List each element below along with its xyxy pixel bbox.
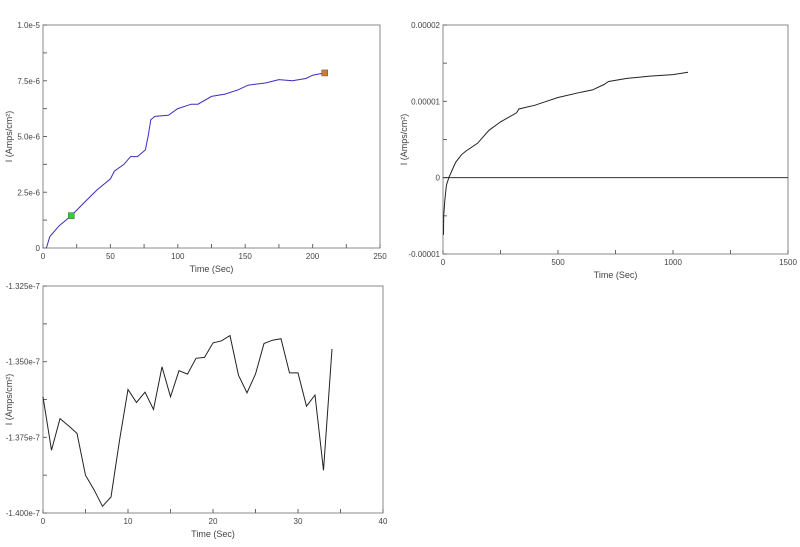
y-tick-label: 1.0e-5 — [17, 21, 40, 30]
chart-3: 0 10 20 30 40 -1.400e-7 -1.375e-7 -1.350e-7 -1.3… — [4, 282, 388, 539]
y-tick-label: -1.325e-7 — [6, 282, 41, 291]
x-tick-label: 100 — [171, 252, 185, 261]
plot-frame — [442, 24, 789, 255]
y-tick-label: 0.00002 — [411, 21, 440, 30]
x-tick-label: 0 — [441, 258, 446, 267]
series-line-overlay — [46, 72, 325, 249]
x-tick-label: 150 — [239, 252, 253, 261]
series-line-current — [443, 71, 689, 235]
y-axis-label: I (Amps/cm²) — [4, 111, 14, 163]
x-tick-label: 0 — [41, 517, 46, 526]
chart-1: 0 50 100 150 200 250 0 2.5e-6 5.0e-6 7.5e-6 1.0e-5… — [4, 21, 387, 274]
series-line-current — [42, 334, 333, 508]
y-tick-label: -0.00001 — [408, 250, 440, 259]
y-tick-label: 5.0e-6 — [17, 133, 40, 142]
x-axis-label: Time (Sec) — [190, 264, 234, 274]
y-tick-label: -1.375e-7 — [6, 433, 41, 442]
x-tick-label: 1000 — [664, 258, 682, 267]
y-tick-label: 0 — [36, 244, 41, 253]
plot-frame — [42, 24, 381, 249]
start-cursor-marker — [68, 212, 75, 219]
x-tick-label: 50 — [106, 252, 115, 261]
y-axis-label: I (Amps/cm²) — [399, 114, 409, 166]
x-tick-label: 40 — [379, 517, 388, 526]
x-tick-label: 200 — [306, 252, 320, 261]
x-tick-label: 250 — [373, 252, 387, 261]
x-tick-label: 0 — [41, 252, 46, 261]
x-tick-label: 20 — [209, 517, 218, 526]
x-tick-label: 500 — [551, 258, 565, 267]
y-tick-label: 0.00001 — [411, 97, 440, 106]
chart-2: 0 500 1000 1500-0.0000100.000010.00002Time … — [399, 21, 797, 280]
y-tick-label: 0 — [436, 174, 441, 183]
x-axis-label: Time (Sec) — [594, 270, 638, 280]
y-tick-label: -1.350e-7 — [6, 358, 41, 367]
y-axis-label: I (Amps/cm²) — [4, 374, 14, 426]
series-line-current — [45, 72, 325, 249]
x-axis-label: Time (Sec) — [191, 529, 235, 539]
y-tick-label: 7.5e-6 — [17, 77, 40, 86]
x-tick-label: 10 — [124, 517, 133, 526]
x-tick-label: 1500 — [779, 258, 797, 267]
y-tick-label: 2.5e-6 — [17, 188, 40, 197]
plot-frame — [42, 285, 384, 514]
end-cursor-marker — [321, 69, 328, 77]
y-tick-label: -1.400e-7 — [6, 509, 41, 518]
x-tick-label: 30 — [294, 517, 303, 526]
